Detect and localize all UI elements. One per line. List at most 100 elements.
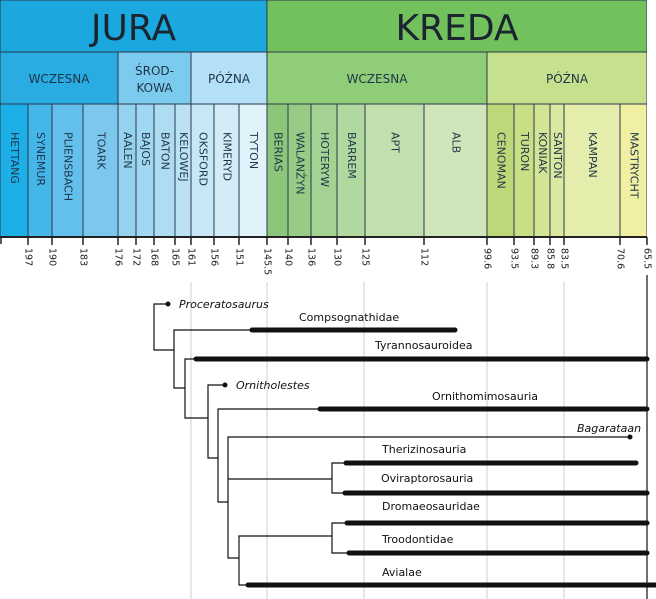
stage-label: TYTON bbox=[247, 131, 260, 169]
tick-label: 99.6 bbox=[482, 248, 493, 269]
tick-label: 168 bbox=[149, 248, 160, 266]
branch bbox=[227, 436, 630, 559]
label-troodontidae: Troodontidae bbox=[381, 533, 454, 546]
branch bbox=[207, 384, 225, 459]
label-ornithomimosauria: Ornithomimosauria bbox=[432, 390, 538, 403]
stage-band bbox=[82, 103, 119, 238]
stage-band bbox=[0, 103, 29, 238]
tick-label: 145.5 bbox=[262, 248, 273, 275]
stage-band bbox=[135, 103, 155, 238]
stage-label: CENOMAN bbox=[495, 132, 508, 189]
stage-label: APT bbox=[389, 132, 402, 153]
stage-band bbox=[27, 103, 53, 238]
stage-band bbox=[336, 103, 366, 238]
epoch-label: WCZESNA bbox=[347, 72, 409, 86]
tick-label: 140 bbox=[283, 248, 294, 266]
stage-label: AALEN bbox=[121, 132, 134, 169]
stage-label: BATON bbox=[159, 132, 172, 170]
stage-band bbox=[153, 103, 176, 238]
branch bbox=[153, 303, 174, 351]
tick-label: 70.6 bbox=[615, 248, 626, 269]
taxon-dot bbox=[165, 301, 171, 307]
period-band bbox=[266, 0, 648, 53]
tick-label: 151 bbox=[234, 248, 245, 266]
tick-label: 93.5 bbox=[509, 248, 520, 269]
clade-labels: Proceratosaurus Compsognathidae Tyrannos… bbox=[179, 298, 641, 579]
taxon-dot bbox=[627, 434, 633, 440]
tick-label: 165 bbox=[170, 248, 181, 266]
label-therizinosauria: Therizinosauria bbox=[381, 443, 466, 456]
stage-band bbox=[423, 103, 488, 238]
tick-label: 183 bbox=[78, 248, 89, 266]
tick-label: 83.5 bbox=[559, 248, 570, 269]
tick-label: 172 bbox=[131, 248, 142, 266]
epoch-label: WCZESNA bbox=[29, 72, 91, 86]
stage-label: HOTERYW bbox=[318, 132, 331, 187]
label-dromaeosauridae: Dromaeosauridae bbox=[382, 500, 480, 513]
branch bbox=[331, 522, 349, 554]
stage-label: OKSFORD bbox=[197, 132, 210, 186]
time-scale: JURA KREDA WCZESNA ŚROD- KOWA PÓŹNA WCZESNA PÓŹ… bbox=[0, 0, 656, 275]
stage-label: SYNEMUR bbox=[34, 132, 47, 186]
tick-label: 197 bbox=[23, 248, 34, 266]
branch bbox=[331, 462, 346, 494]
epoch-label: PÓŹNA bbox=[208, 71, 251, 86]
tick-label: 136 bbox=[306, 248, 317, 266]
label-tyrannosauroidea: Tyrannosauroidea bbox=[374, 339, 472, 352]
tick-label: 85.8 bbox=[545, 248, 556, 269]
label-compsognathidae: Compsognathidae bbox=[299, 311, 399, 324]
stage-label: KONIAK bbox=[536, 132, 549, 174]
period-label: JURA bbox=[89, 8, 177, 49]
tick-label: 89.3 bbox=[529, 248, 540, 269]
branches bbox=[153, 303, 630, 586]
epoch-label: ŚROD- bbox=[135, 63, 174, 78]
branch bbox=[173, 329, 252, 389]
stage-label: KIMERYD bbox=[221, 132, 234, 181]
epoch-label: KOWA bbox=[136, 81, 173, 95]
stage-band bbox=[364, 103, 425, 238]
stage-label: KAMPAN bbox=[586, 132, 599, 178]
stage-label: PLIENSBACH bbox=[62, 132, 75, 201]
tick-label: 190 bbox=[47, 248, 58, 266]
stage-band bbox=[310, 103, 338, 238]
tick-label: 176 bbox=[113, 248, 124, 266]
stage-label: BAJOS bbox=[139, 132, 152, 166]
tick-label: 161 bbox=[186, 248, 197, 266]
stage-label: ALB bbox=[450, 132, 463, 153]
epoch-band bbox=[0, 51, 119, 105]
stage-band bbox=[117, 103, 137, 238]
stage-label: MASTRYCHT bbox=[628, 132, 641, 199]
stage-band bbox=[486, 103, 515, 238]
epoch-band bbox=[190, 51, 268, 105]
label-ornitholestes: Ornitholestes bbox=[236, 379, 310, 392]
tick-label: 156 bbox=[209, 248, 220, 266]
tick-label: 125 bbox=[360, 248, 371, 266]
stage-label: WALANŻYN bbox=[294, 132, 307, 194]
stage-band bbox=[238, 103, 268, 238]
ranges bbox=[193, 327, 656, 588]
stage-label: TURON bbox=[518, 131, 531, 171]
period-label: KREDA bbox=[395, 8, 518, 49]
stage-label: HETTANG bbox=[8, 132, 21, 184]
label-oviraptorosauria: Oviraptorosauria bbox=[381, 472, 473, 485]
right-margin bbox=[647, 0, 656, 237]
branch bbox=[184, 358, 208, 419]
branch bbox=[217, 408, 320, 503]
stage-label: BERIAS bbox=[272, 132, 285, 172]
cladogram bbox=[153, 301, 656, 588]
grid-lines bbox=[190, 275, 648, 599]
tick-label: 112 bbox=[419, 248, 430, 266]
stage-label: SANTON bbox=[551, 132, 564, 179]
period-band bbox=[0, 0, 268, 53]
branch bbox=[238, 535, 332, 586]
stage-label: KELOWEJ bbox=[177, 132, 190, 182]
epoch-band bbox=[117, 51, 192, 105]
stage-label: TOARK bbox=[95, 131, 108, 170]
tick-label: 130 bbox=[332, 248, 343, 266]
tick-label: 65.5 bbox=[642, 248, 653, 269]
label-bagaraatan: Bagarataan bbox=[577, 422, 641, 435]
stage-label: BARREM bbox=[345, 132, 358, 179]
taxon-dot bbox=[222, 382, 228, 388]
